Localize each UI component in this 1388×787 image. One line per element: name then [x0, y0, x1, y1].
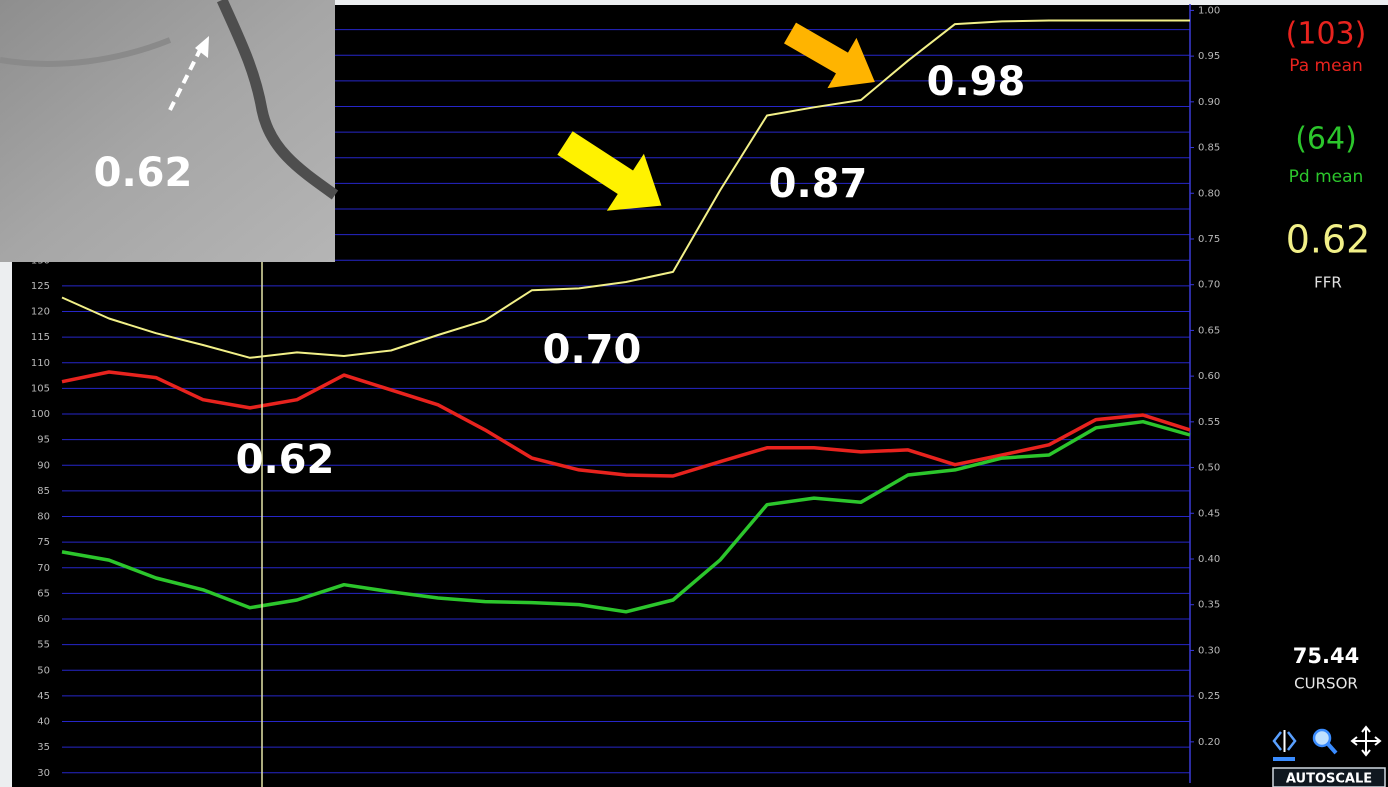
y2-tick-label: 0.30: [1198, 645, 1220, 656]
y2-tick-label: 0.35: [1198, 600, 1220, 611]
zoom-icon-handle[interactable]: [1326, 742, 1338, 755]
y-tick-label: 125: [31, 281, 50, 292]
annotation: 0.87: [769, 161, 868, 207]
inset-arrow: [168, 49, 202, 111]
y-tick-label: 90: [37, 460, 50, 471]
inset-label: 0.62: [94, 150, 193, 196]
annotation: 0.98: [927, 59, 1026, 105]
y2-tick-label: 0.40: [1198, 554, 1220, 565]
vessel: [216, 0, 339, 200]
y-tick-label: 110: [31, 358, 50, 369]
y2-tick-label: 0.45: [1198, 508, 1220, 519]
readout-panel: (103) Pa mean (64) Pd mean 0.62 FFR 75.4…: [1272, 17, 1386, 787]
tool-icons[interactable]: [1272, 725, 1382, 761]
y-tick-label: 120: [31, 307, 50, 318]
autoscale-label[interactable]: AUTOSCALE: [1286, 772, 1372, 787]
y-tick-label: 60: [37, 614, 50, 625]
y2-tick-label: 0.50: [1198, 463, 1220, 474]
pd-value: (64): [1295, 122, 1357, 157]
zoom-icon[interactable]: [1312, 728, 1332, 748]
annotations: 0.62 0.70 0.87 0.98: [236, 59, 1026, 483]
y-tick-label: 55: [37, 640, 50, 651]
move-icon[interactable]: [1350, 725, 1382, 757]
y-tick-label: 50: [37, 665, 50, 676]
y-tick-label: 80: [37, 512, 50, 523]
y2-tick-label: 0.80: [1198, 188, 1220, 199]
inset-arrowhead: [195, 36, 209, 58]
active-tool: [1273, 757, 1295, 761]
y2-tick-label: 0.70: [1198, 280, 1220, 291]
y2-tick-label: 0.95: [1198, 51, 1220, 62]
arrow: [557, 131, 662, 211]
y-tick-label: 30: [37, 768, 50, 779]
y2-tick-label: 0.20: [1198, 737, 1220, 748]
series-line: [61, 19, 1190, 359]
y-tick-label: 75: [37, 537, 50, 548]
y-tick-label: 70: [37, 563, 50, 574]
angiogram-inset: 0.62: [0, 0, 339, 262]
autoscale-button[interactable]: [1272, 767, 1386, 787]
ffr-label: FFR: [1314, 274, 1342, 292]
pa-value: (103): [1286, 17, 1367, 52]
series-line: [61, 370, 1191, 478]
y2-tick-label: 0.55: [1198, 417, 1220, 428]
y2-tick-label: 0.65: [1198, 325, 1220, 336]
y2-tick-label: 0.90: [1198, 97, 1220, 108]
y2-tick-label: 0.75: [1198, 234, 1220, 245]
y-tick-label: 95: [37, 435, 50, 446]
cursor-label: CURSOR: [1294, 675, 1358, 693]
y-tick-label: 105: [31, 383, 50, 394]
ffr-value: 0.62: [1286, 218, 1371, 262]
pan-icon[interactable]: [1272, 731, 1297, 751]
vessel: [0, 37, 172, 67]
pd-label: Pd mean: [1289, 167, 1364, 187]
y-tick-label: 45: [37, 691, 50, 702]
y2-tick-label: 0.85: [1198, 143, 1220, 154]
y-tick-label: 40: [37, 717, 50, 728]
pa-label: Pa mean: [1289, 56, 1363, 76]
y-tick-label: 115: [31, 332, 50, 343]
y-tick-label: 65: [37, 588, 50, 599]
series-line: [61, 419, 1191, 614]
y-tick-label: 85: [37, 486, 50, 497]
y2-tick-label: 0.25: [1198, 691, 1220, 702]
y2-tick-label: 0.60: [1198, 371, 1220, 382]
arrow: [784, 22, 875, 89]
y2-tick-label: 1.00: [1198, 5, 1220, 16]
annotation: 0.62: [236, 437, 335, 483]
annotation: 0.70: [543, 327, 642, 373]
y-tick-label: 100: [31, 409, 50, 420]
y-tick-label: 35: [37, 742, 50, 753]
cursor-value: 75.44: [1293, 644, 1359, 668]
